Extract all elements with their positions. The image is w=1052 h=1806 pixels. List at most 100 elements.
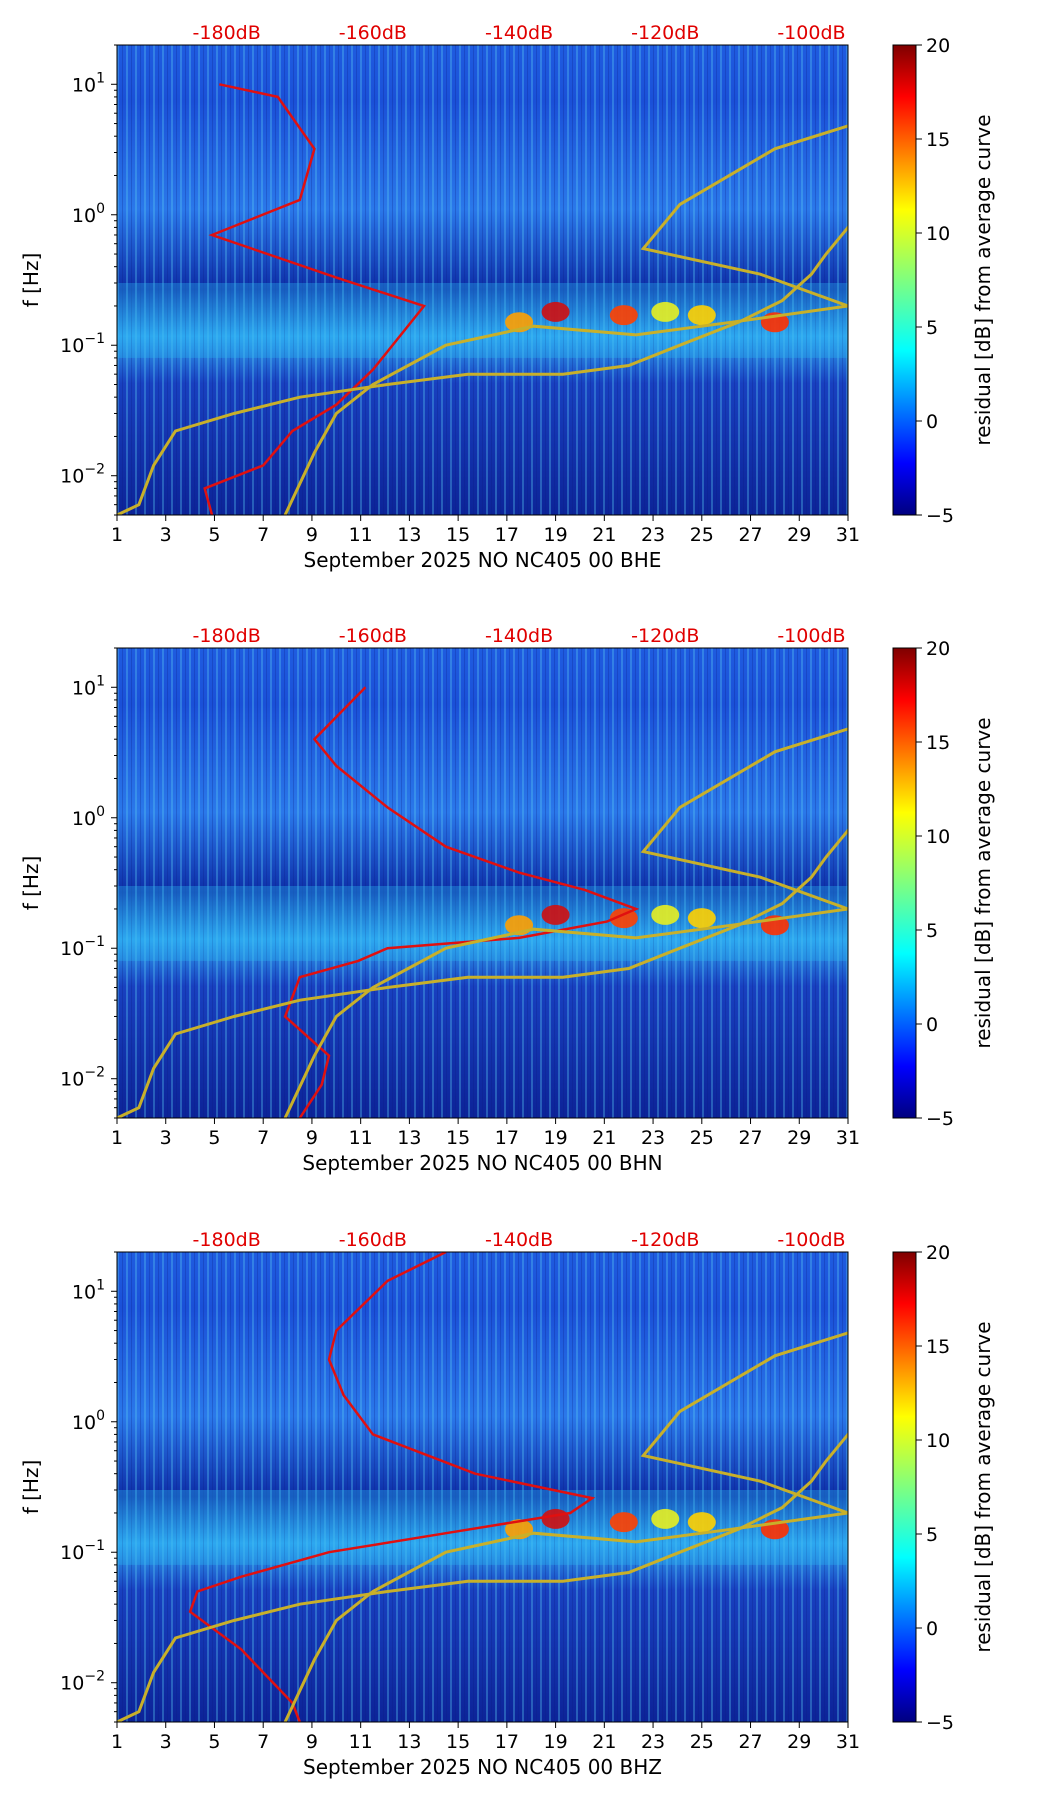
x-tick-label: 25 [690,524,714,546]
colorbar-tick-label: 20 [926,35,950,57]
x-tick-label: 25 [690,1127,714,1149]
colorbar-tick-label: −5 [926,1712,954,1734]
y-tick-exponent: 0 [96,201,105,217]
x-tick-label: 23 [641,1127,665,1149]
x-tick-label: 1 [111,1731,123,1753]
x-tick-label: 31 [836,1127,860,1149]
colorbar-label: residual [dB] from average curve [971,1321,995,1652]
y-tick-label: 101 [72,673,105,699]
x-tick-label: 19 [544,1731,568,1753]
x-tick-label: 5 [208,524,220,546]
y-tick-exponent: −2 [84,1669,105,1685]
y-tick-exponent: 0 [96,804,105,820]
upper-percentile-curve [283,727,848,1118]
y-tick-label: 100 [72,1408,105,1434]
y-tick-base: 10 [60,938,84,960]
spectrogram-heatmap [117,45,848,515]
lower-percentile-curve [117,827,848,1118]
x-tick-label: 3 [160,1731,172,1753]
colorbar-tick-label: 0 [926,1014,938,1036]
x-tick-label: 1 [111,1127,123,1149]
colorbar [892,44,917,516]
y-tick-base: 10 [60,1542,84,1564]
colorbar-tick-label: −5 [926,505,954,527]
y-tick-base: 10 [72,74,96,96]
storm-blob [609,908,638,929]
heatmap-texture [117,45,848,515]
colorbar-tick-label: 5 [926,920,938,942]
colorbar-tick-label: 0 [926,411,938,433]
y-tick-base: 10 [72,205,96,227]
x-tick-label: 11 [349,1731,373,1753]
storm-blob [651,1508,680,1529]
x-tick-label: 19 [544,524,568,546]
y-tick-base: 10 [60,335,84,357]
colorbar-label: residual [dB] from average curve [971,717,995,1048]
x-tick-label: 15 [446,1127,470,1149]
colorbar-tick-label: 15 [926,732,950,754]
x-tick-label: 7 [257,524,269,546]
x-tick-label: 5 [208,1731,220,1753]
db-scale-label: -100dB [777,22,845,44]
x-tick-label: 9 [306,1127,318,1149]
spectrogram-heatmap [117,1252,848,1722]
y-tick-label: 10−1 [60,331,105,357]
x-tick-label: 25 [690,1731,714,1753]
storm-blob [541,301,570,322]
x-tick-label: 21 [592,524,616,546]
storm-blob [609,305,638,326]
y-tick-exponent: 0 [96,1408,105,1424]
x-tick-label: 29 [787,1127,811,1149]
microseism-band [117,282,848,358]
y-axis-label: f [Hz] [19,253,43,308]
lower-percentile-curve [117,224,848,515]
db-scale-label: -120dB [631,1229,699,1251]
x-tick-label: 31 [836,1731,860,1753]
storm-blob [541,1508,570,1529]
db-scale-label: -140dB [485,22,553,44]
plot-frame [116,647,849,1119]
spectrogram-heatmap [117,648,848,1118]
x-tick-label: 19 [544,1127,568,1149]
y-tick-label: 101 [72,70,105,96]
db-scale-label: -180dB [193,22,261,44]
colorbar-tick-label: 5 [926,1524,938,1546]
x-tick-label: 11 [349,524,373,546]
y-tick-exponent: 1 [96,1277,105,1293]
y-tick-exponent: −1 [84,331,105,347]
x-tick-label: 3 [160,524,172,546]
y-tick-base: 10 [72,808,96,830]
db-scale-label: -160dB [339,1229,407,1251]
colorbar [892,647,917,1119]
db-scale-label: -180dB [193,1229,261,1251]
y-tick-label: 10−2 [60,1669,105,1695]
db-scale-label: -180dB [193,625,261,647]
x-tick-label: 13 [397,1731,421,1753]
y-tick-exponent: −2 [84,462,105,478]
storm-blob [687,908,716,929]
plot-frame [116,44,849,516]
x-tick-label: 31 [836,524,860,546]
y-tick-exponent: −2 [84,1065,105,1081]
microseism-band [117,885,848,961]
mode-curve [283,686,640,1118]
y-tick-exponent: 1 [96,70,105,86]
x-tick-label: 17 [495,524,519,546]
colorbar-tick-label: 10 [926,223,950,245]
x-tick-label: 3 [160,1127,172,1149]
y-axis-label: f [Hz] [19,1460,43,1515]
db-scale-label: -100dB [777,625,845,647]
db-scale-label: -120dB [631,22,699,44]
db-scale-label: -100dB [777,1229,845,1251]
x-tick-label: 21 [592,1731,616,1753]
mode-curve [188,1252,596,1722]
storm-blob [687,305,716,326]
colorbar-tick-label: 20 [926,638,950,660]
x-tick-label: 5 [208,1127,220,1149]
db-scale-label: -140dB [485,625,553,647]
y-axis-label: f [Hz] [19,856,43,911]
x-tick-label: 23 [641,1731,665,1753]
y-tick-label: 100 [72,804,105,830]
x-tick-label: 17 [495,1731,519,1753]
